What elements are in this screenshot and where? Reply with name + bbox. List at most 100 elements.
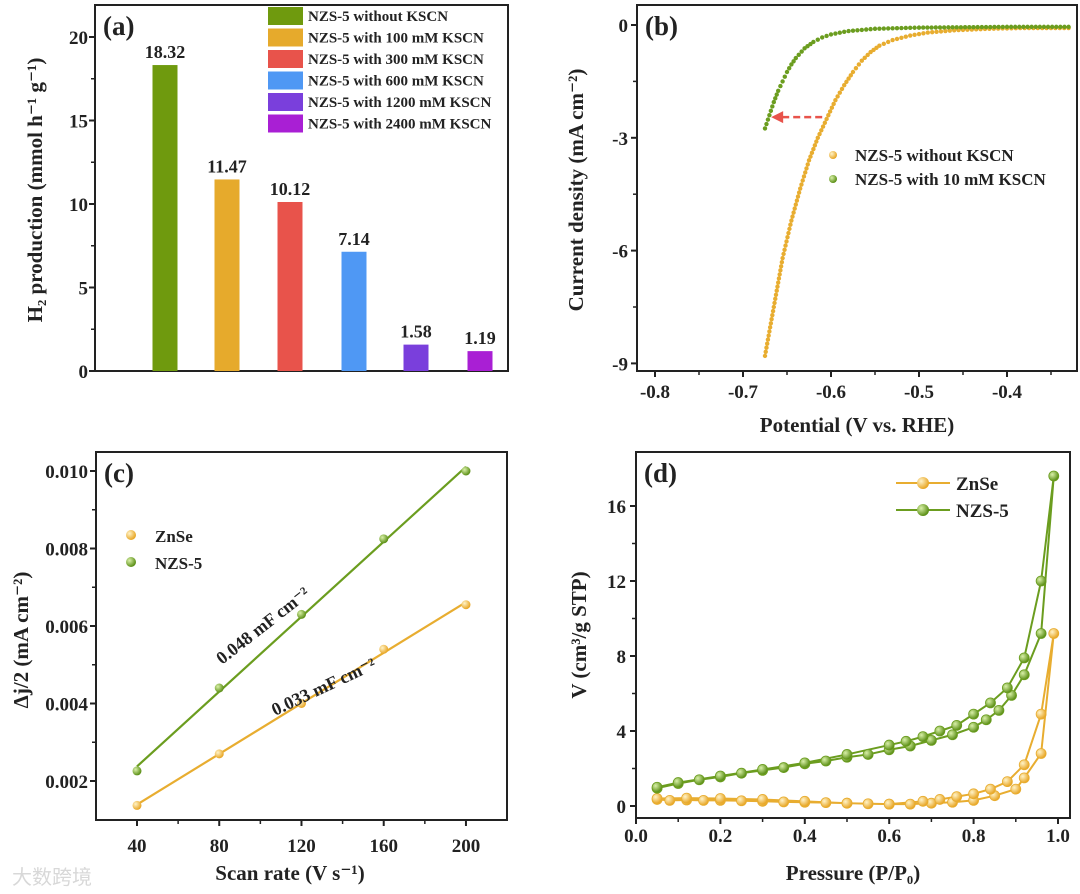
data-point xyxy=(985,783,996,795)
data-point xyxy=(698,794,709,806)
data-point xyxy=(839,86,845,92)
data-point xyxy=(934,725,946,737)
data-point xyxy=(778,796,790,808)
data-point xyxy=(820,797,832,809)
legend-label: NZS-5 xyxy=(155,554,202,573)
data-point xyxy=(767,329,772,334)
legend-label: NZS-5 with 600 mM KSCN xyxy=(308,74,484,90)
bar-value-label: 1.58 xyxy=(400,322,432,342)
data-point xyxy=(767,325,773,330)
y-tick-label: 4 xyxy=(617,722,627,743)
legend-swatch xyxy=(268,7,303,25)
data-point xyxy=(1010,783,1022,795)
legend-label: NZS-5 with 1200 mM KSCN xyxy=(308,95,492,111)
x-tick-label: 0.0 xyxy=(624,826,648,847)
data-point xyxy=(811,39,816,45)
data-point xyxy=(780,79,785,84)
data-point xyxy=(782,74,787,79)
data-point xyxy=(826,113,831,118)
x-tick-label: -0.6 xyxy=(816,382,846,403)
data-point xyxy=(805,162,810,167)
data-point xyxy=(770,104,775,109)
data-point xyxy=(908,33,913,38)
legend-marker xyxy=(917,477,929,489)
data-point xyxy=(975,24,980,30)
data-point xyxy=(798,186,803,191)
data-point xyxy=(877,43,882,48)
data-point xyxy=(776,280,781,285)
data-point xyxy=(1048,470,1060,482)
data-point xyxy=(820,35,825,40)
data-point xyxy=(862,55,867,61)
bar xyxy=(467,351,493,371)
legend-label: NZS-5 with 100 mM KSCN xyxy=(308,31,484,47)
x-tick-label: 0.2 xyxy=(709,826,733,847)
data-point xyxy=(804,166,809,171)
data-point xyxy=(785,235,790,240)
data-point xyxy=(783,243,788,248)
bar xyxy=(152,65,178,371)
data-point xyxy=(811,146,816,152)
y-axis-title: Δj/2 (mA cm⁻²) xyxy=(9,572,33,709)
data-point xyxy=(859,27,864,33)
data-point xyxy=(865,52,870,58)
data-point xyxy=(815,37,820,42)
x-tick-label: 0.4 xyxy=(793,826,817,847)
data-point xyxy=(993,704,1005,716)
data-point xyxy=(812,143,818,148)
legend-marker xyxy=(126,557,136,567)
data-point xyxy=(943,28,948,34)
data-point xyxy=(779,259,785,265)
data-point xyxy=(664,794,676,806)
data-point xyxy=(778,268,783,273)
data-point xyxy=(1008,24,1014,30)
series-without-kscn xyxy=(762,25,1071,359)
data-point xyxy=(917,795,929,807)
data-point xyxy=(799,795,811,807)
data-point xyxy=(790,214,795,219)
data-point xyxy=(968,788,979,800)
data-point xyxy=(908,25,913,31)
data-point xyxy=(1004,24,1010,30)
legend-swatch xyxy=(268,28,303,47)
legend-swatch xyxy=(268,50,303,68)
data-point xyxy=(1035,575,1047,587)
legend-marker xyxy=(829,175,837,183)
data-point xyxy=(979,24,985,30)
fit-annotation: 0.033 mF cm⁻² xyxy=(268,654,379,720)
legend-label: NZS-5 xyxy=(956,501,1009,522)
x-axis-title: Pressure (P/P₀) xyxy=(786,861,920,885)
data-point xyxy=(793,55,798,61)
data-point xyxy=(1048,628,1060,639)
data-point xyxy=(820,755,832,767)
data-point xyxy=(771,99,776,105)
data-point xyxy=(841,797,853,809)
data-point xyxy=(693,774,705,786)
panel-a: (a) 0 5 10 15 20 H₂ production (mmol h⁻¹ g⁻¹) 1… xyxy=(23,4,509,383)
data-point xyxy=(778,762,790,773)
data-point xyxy=(791,59,796,64)
data-point xyxy=(1035,628,1047,639)
data-point xyxy=(951,791,963,803)
data-point xyxy=(765,117,771,122)
data-point xyxy=(985,697,996,709)
data-point xyxy=(296,609,306,619)
series-nzs-5 xyxy=(132,466,471,776)
data-point xyxy=(890,37,895,43)
legend-label: NZS-5 without KSCN xyxy=(308,9,448,25)
data-point xyxy=(864,27,869,32)
data-point xyxy=(819,128,824,133)
legend-marker xyxy=(829,151,837,159)
data-point xyxy=(788,222,793,227)
data-point xyxy=(917,731,929,743)
legend-swatch xyxy=(268,114,303,133)
data-point xyxy=(214,749,224,759)
fit-annotation: 0.048 mF cm⁻² xyxy=(212,583,313,668)
data-point xyxy=(772,300,777,306)
x-tick-label: 160 xyxy=(369,836,398,857)
data-point xyxy=(775,284,780,289)
data-point xyxy=(833,98,838,103)
data-point xyxy=(214,683,224,693)
data-point xyxy=(881,26,886,31)
data-point xyxy=(971,24,976,30)
